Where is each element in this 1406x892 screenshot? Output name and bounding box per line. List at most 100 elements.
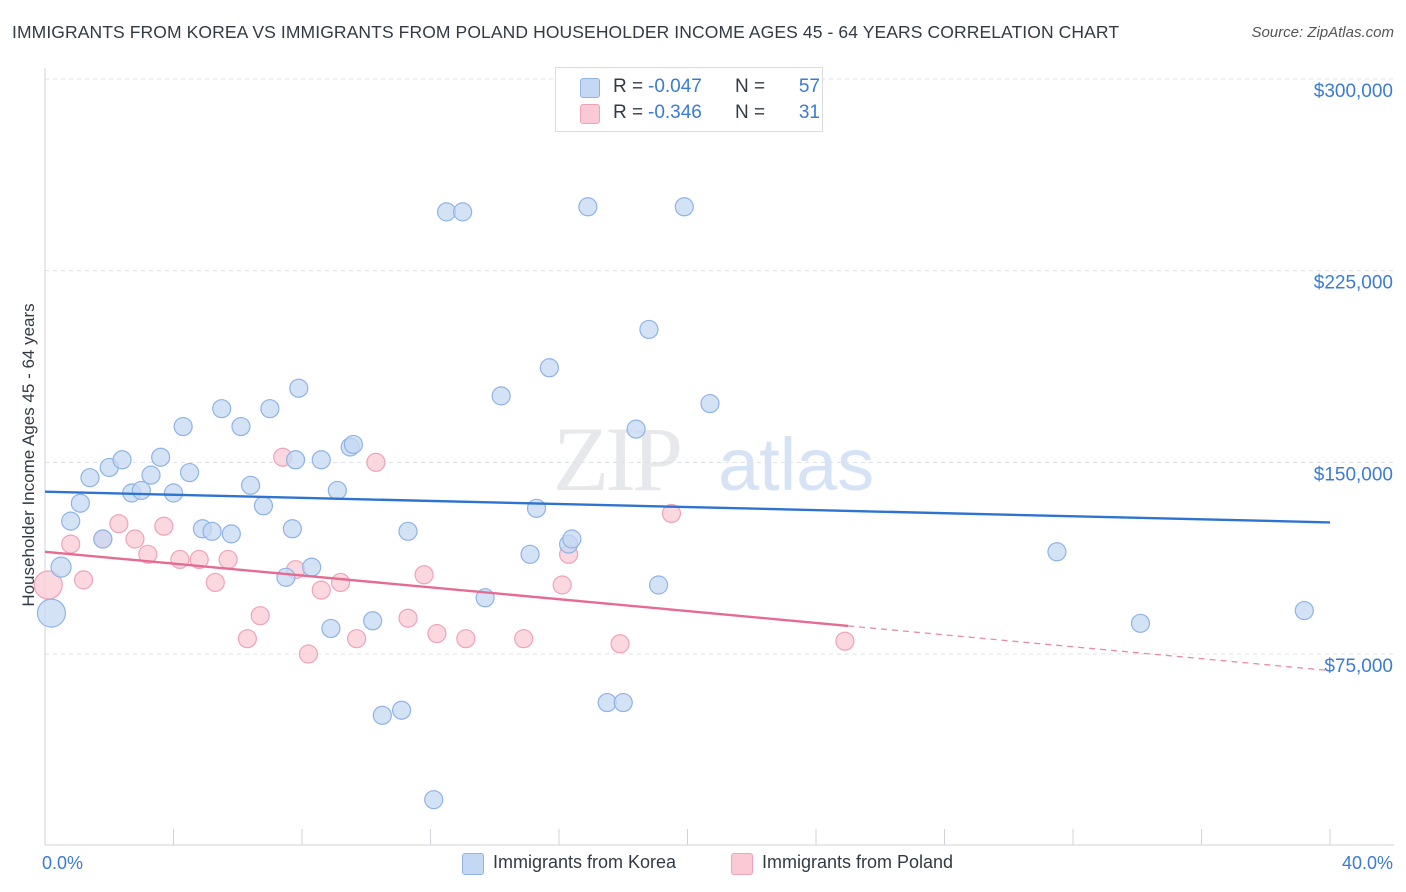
poland-point	[456, 629, 476, 649]
x-tick-label: 0.0%	[42, 853, 83, 873]
korea-point	[453, 202, 473, 222]
y-tick-label: $225,000	[1314, 273, 1393, 294]
korea-point	[141, 465, 161, 485]
korea-point	[562, 529, 582, 549]
korea-point	[282, 519, 302, 539]
y-tick-label: $300,000	[1314, 81, 1393, 102]
source-credit: Source: ZipAtlas.com	[1251, 24, 1394, 41]
axes	[44, 68, 1394, 846]
poland-swatch	[580, 104, 600, 124]
korea-point	[526, 498, 547, 518]
poland-point	[835, 631, 855, 651]
korea-point	[50, 556, 72, 578]
x-tick-label: 40.0%	[1342, 853, 1393, 873]
poland-point	[398, 608, 418, 628]
poland-point	[205, 572, 225, 593]
korea-n-value: 57	[798, 76, 820, 97]
poland-trend-line	[44, 550, 849, 628]
bottom-poland-label: Immigrants from Poland	[762, 852, 954, 872]
korea-point	[539, 358, 559, 378]
korea-point	[173, 416, 193, 437]
korea-point	[648, 575, 669, 595]
korea-point	[70, 493, 90, 513]
poland-point	[298, 644, 319, 664]
korea-point	[674, 197, 694, 217]
poland-point	[250, 606, 270, 626]
korea-point	[112, 450, 132, 470]
korea-point	[372, 705, 392, 725]
korea-point	[202, 521, 222, 541]
bottom-korea-swatch	[462, 853, 484, 875]
korea-point	[253, 496, 274, 516]
poland-point	[514, 629, 534, 649]
korea-point	[302, 557, 322, 577]
poland-point	[311, 580, 331, 600]
korea-point	[1294, 600, 1314, 621]
korea-point	[639, 319, 659, 340]
korea-point	[436, 202, 457, 222]
watermark-zip: ZIP	[553, 408, 680, 510]
poland-point	[138, 544, 158, 564]
poland-point	[347, 629, 367, 649]
poland-point	[427, 623, 447, 644]
poland-point	[330, 572, 351, 593]
poland-point	[661, 503, 682, 524]
poland-point	[154, 516, 174, 536]
poland-point	[125, 529, 145, 549]
trend-lines	[44, 490, 1331, 672]
poland-n-label: N =	[735, 102, 766, 123]
korea-point	[221, 524, 241, 544]
korea-point	[163, 483, 184, 503]
poland-point	[73, 570, 94, 590]
korea-point	[212, 399, 232, 419]
poland-trend-extension	[848, 625, 1331, 672]
korea-point	[260, 399, 280, 419]
poland-r-value: -0.346	[648, 102, 702, 123]
korea-point	[613, 692, 633, 713]
poland-point	[366, 452, 386, 472]
poland-point	[109, 514, 129, 534]
bottom-poland-swatch	[731, 853, 753, 875]
korea-point	[700, 393, 720, 414]
korea-point	[241, 475, 261, 495]
korea-point	[93, 529, 113, 549]
korea-point	[597, 692, 617, 713]
grid-lines	[45, 78, 1394, 655]
korea-point	[578, 197, 598, 217]
korea-point	[363, 611, 383, 631]
poland-point	[189, 549, 209, 570]
korea-r-label: R =	[613, 76, 644, 97]
korea-point	[491, 386, 511, 406]
poland-point	[237, 629, 257, 649]
poland-point	[414, 565, 434, 585]
korea-trend-line	[44, 490, 1331, 524]
series-korea	[36, 197, 1314, 810]
poland-point	[610, 634, 630, 654]
korea-point	[276, 567, 296, 587]
poland-point	[552, 575, 572, 595]
korea-point	[398, 521, 418, 541]
korea-point	[131, 480, 151, 501]
korea-point	[626, 419, 646, 439]
korea-point	[151, 447, 171, 467]
korea-r-value: -0.047	[648, 76, 702, 97]
korea-point	[520, 544, 540, 564]
poland-point	[61, 534, 81, 554]
korea-n-label: N =	[735, 76, 766, 97]
y-tick-label: $150,000	[1314, 464, 1393, 485]
korea-point	[231, 416, 251, 437]
y-tick-label: $75,000	[1324, 656, 1393, 677]
korea-point	[327, 480, 347, 501]
tick-labels: $75,000 $150,000 $225,000 $300,000 0.0% 40.0%	[42, 81, 1393, 873]
poland-r-label: R =	[613, 102, 644, 123]
korea-point	[424, 790, 444, 810]
korea-point	[80, 468, 100, 488]
korea-point	[289, 378, 309, 398]
watermark-atlas: atlas	[718, 423, 874, 506]
korea-point	[179, 462, 200, 483]
korea-point	[36, 598, 67, 628]
korea-swatch	[580, 78, 600, 98]
chart-title: IMMIGRANTS FROM KOREA VS IMMIGRANTS FROM…	[12, 22, 1120, 42]
poland-n-value: 31	[798, 102, 820, 123]
